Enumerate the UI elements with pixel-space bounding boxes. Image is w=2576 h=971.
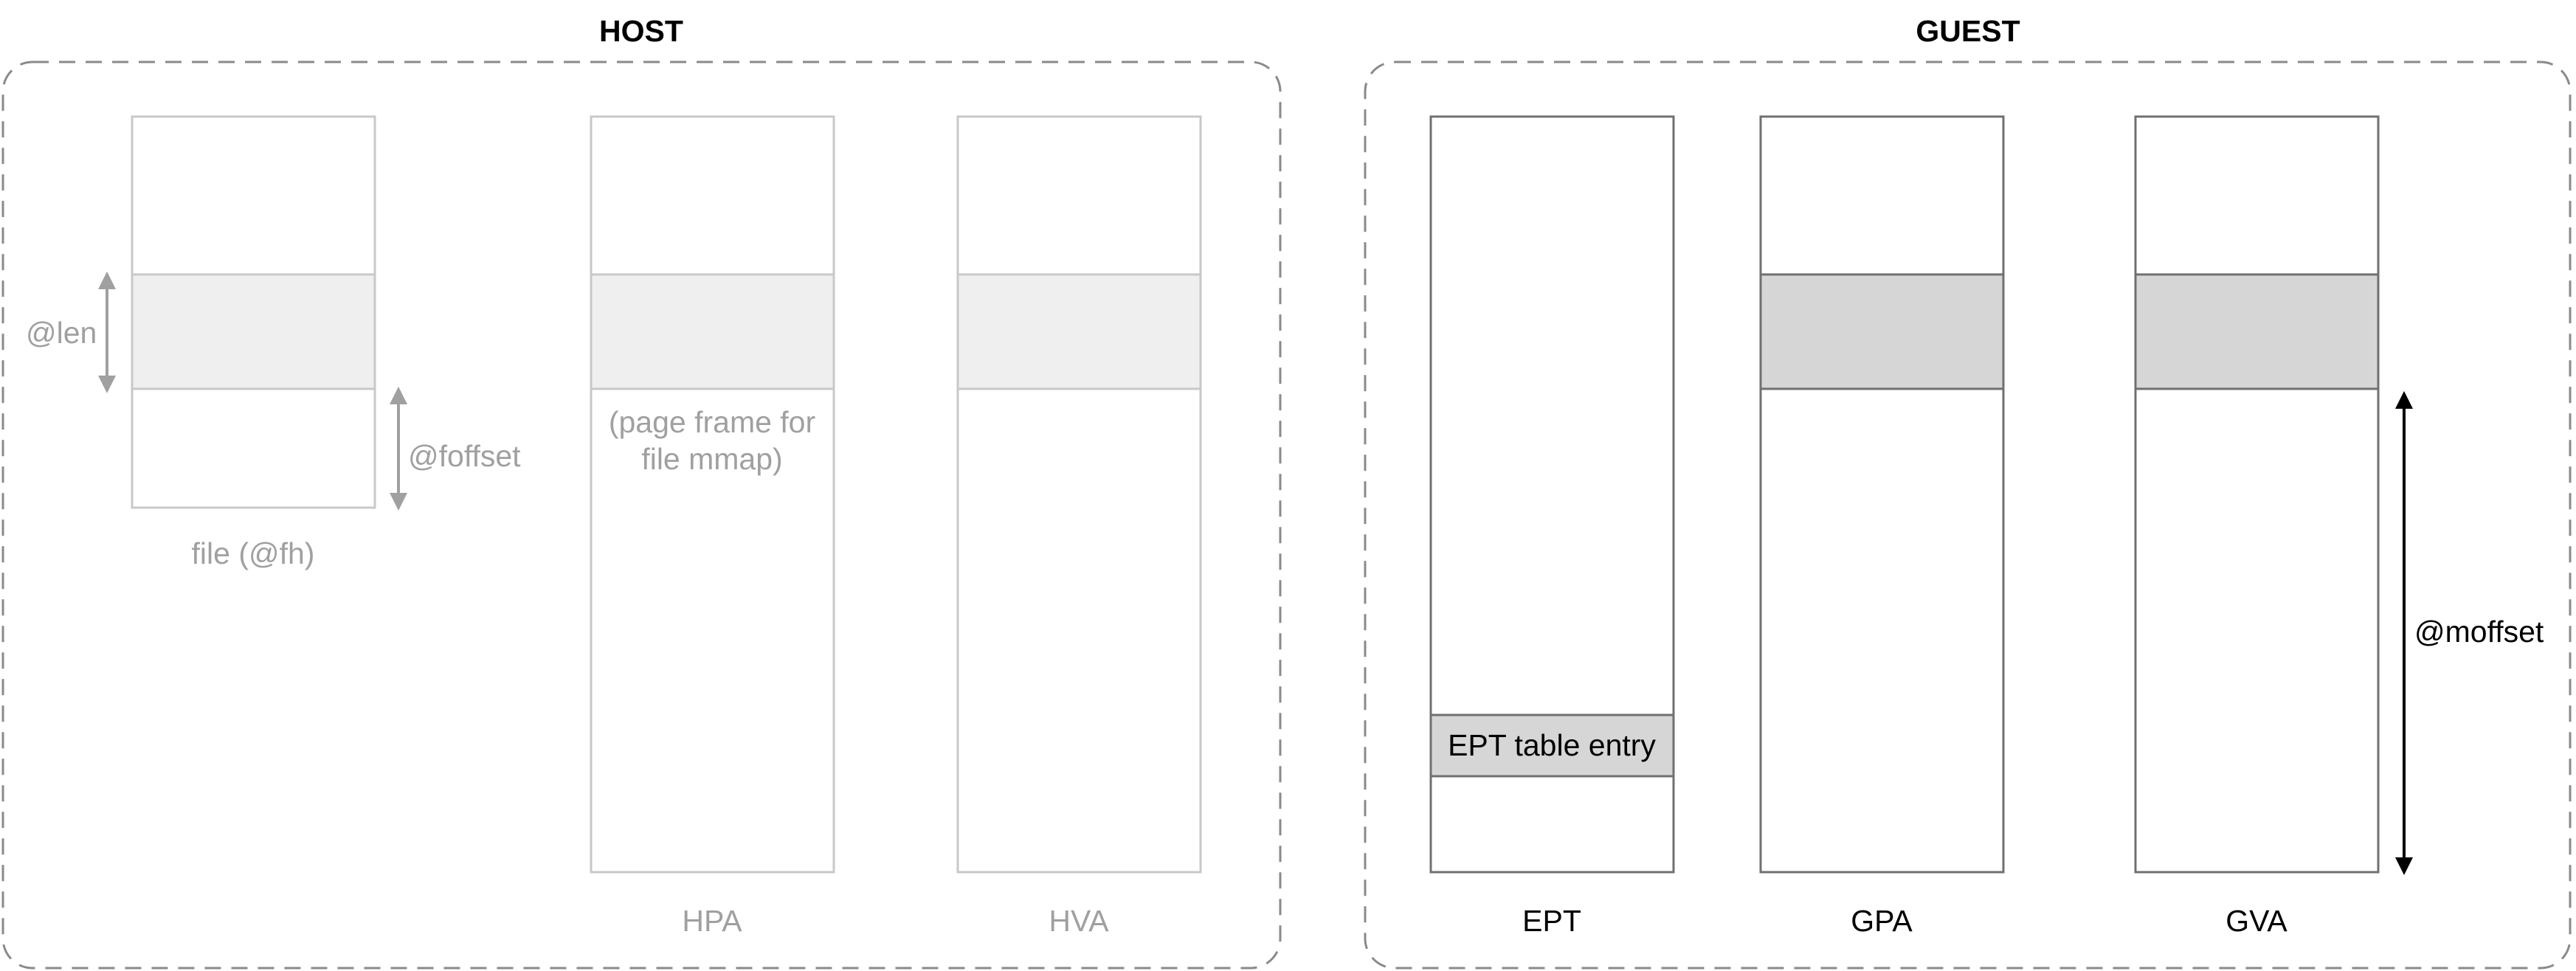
hva-label: HVA: [1049, 904, 1109, 938]
guest-panel-border: [1364, 61, 2572, 970]
page-frame-note-line2: file mmap): [641, 442, 782, 476]
hva-mapped-region: [956, 273, 1202, 390]
file-label: file (@fh): [192, 536, 315, 570]
ept-table-entry-label: EPT table entry: [1448, 728, 1656, 762]
gva-column: GVA: [2134, 115, 2380, 938]
hva-column: HVA: [956, 115, 1202, 938]
ept-table-entry: [1429, 713, 1675, 778]
gpa-mapped-region: [1759, 273, 2005, 390]
hpa-label: HPA: [682, 904, 742, 938]
ept-label: EPT: [1522, 904, 1581, 938]
len-label: @len: [26, 316, 97, 350]
hpa-column-box: [590, 115, 835, 874]
file-column: file (@fh): [131, 115, 376, 570]
foffset-label: @foffset: [408, 439, 521, 473]
host-panel-border: [1, 61, 1282, 970]
file-mapped-region: [131, 273, 376, 390]
guest-panel: GUEST EPT table entry EPT GPA GVA @moffs…: [1364, 14, 2572, 970]
gva-column-box: [2134, 115, 2380, 874]
hva-column-box: [956, 115, 1202, 874]
gva-mapped-region: [2134, 273, 2380, 390]
host-title: HOST: [599, 14, 683, 48]
page-frame-note-line1: (page frame for: [609, 405, 815, 439]
host-panel: HOST file (@fh) @len @foffset (page fram…: [1, 14, 1282, 970]
gpa-label: GPA: [1851, 904, 1913, 938]
hpa-page-frame-region: [590, 273, 835, 390]
gpa-column-box: [1759, 115, 2005, 874]
moffset-label: @moffset: [2414, 615, 2544, 649]
gpa-column: GPA: [1759, 115, 2005, 938]
hpa-column: (page frame for file mmap) HPA: [590, 115, 835, 938]
ept-column: EPT table entry EPT: [1429, 115, 1675, 938]
gva-label: GVA: [2225, 904, 2287, 938]
guest-title: GUEST: [1916, 14, 2020, 48]
